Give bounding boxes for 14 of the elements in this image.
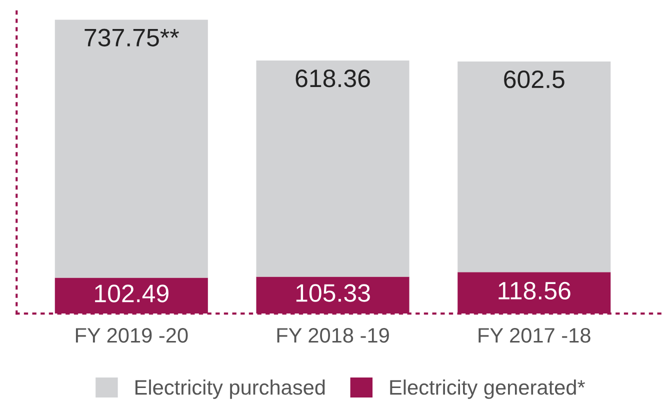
x-tick-label: FY 2019 -20 (76, 328, 188, 343)
data-label: 737.75** (84, 28, 179, 46)
legend-label: Electricity purchased (135, 380, 325, 399)
data-label: 102.49 (95, 284, 168, 302)
bar (256, 60, 410, 277)
data-label: 105.33 (296, 284, 370, 302)
x-tick-label: FY 2018 -19 (277, 328, 389, 343)
bar (54, 20, 208, 278)
legend-label: Electricity generated* (390, 380, 586, 399)
data-label: 618.36 (296, 70, 370, 88)
x-tick-label: FY 2017 -18 (478, 328, 590, 343)
data-label: 118.56 (498, 282, 570, 300)
data-label: 602.5 (504, 70, 564, 88)
bar (458, 61, 611, 272)
